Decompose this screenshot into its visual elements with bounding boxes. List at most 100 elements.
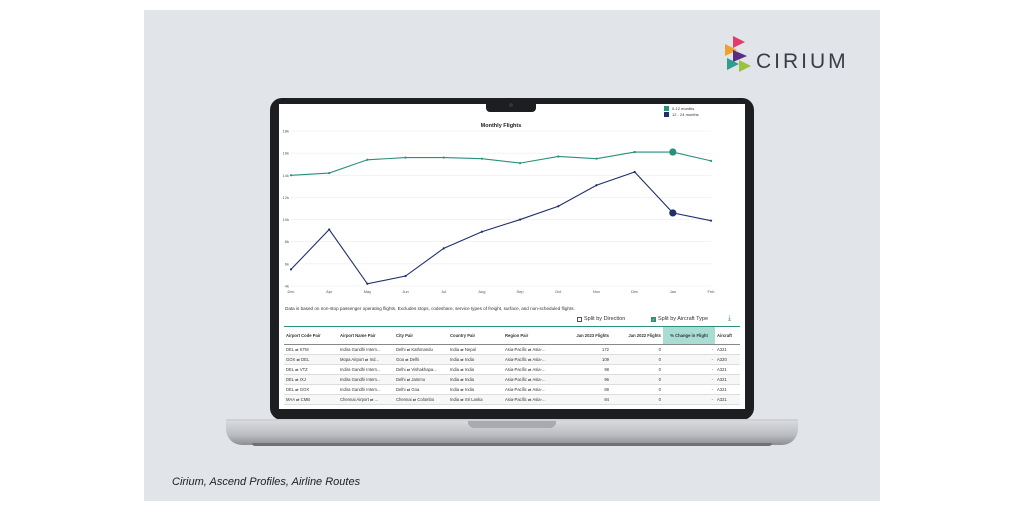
table-cell: Chennai Airport ⇄ ...: [338, 394, 394, 405]
data-point: [709, 159, 713, 162]
y-tick-label: 16k: [283, 151, 289, 156]
data-point: [289, 268, 293, 271]
split-aircraft-checkbox[interactable]: ✓ Split by Aircraft Type: [651, 316, 708, 322]
table-cell: 172: [559, 344, 611, 355]
table-cell: 84: [559, 394, 611, 405]
data-point: [442, 247, 445, 250]
table-cell: Goa ⇄ Delhi: [394, 354, 448, 365]
data-point: [366, 282, 369, 285]
column-header[interactable]: Country Pair: [448, 326, 503, 345]
column-header[interactable]: Region Pair: [503, 326, 559, 345]
y-tick-label: 8k: [285, 239, 289, 244]
x-tick-label: May: [364, 289, 372, 294]
table-cell: A321: [715, 374, 740, 385]
table-row[interactable]: DEL ⇄ IXJ Indira Gandhi Intern... Delhi ⇄ …: [284, 374, 740, 385]
table-cell: A321: [715, 344, 740, 355]
data-point: [404, 156, 407, 159]
data-point: [709, 219, 713, 222]
data-point: [404, 274, 407, 278]
table-cell: -: [663, 374, 715, 385]
table-cell: 98: [559, 364, 611, 375]
checkbox-label: Split by Direction: [584, 316, 626, 322]
table-row[interactable]: MAA ⇄ CMB Chennai Airport ⇄ ... Chennai ⇄ …: [284, 394, 740, 405]
data-point: [328, 171, 331, 175]
table-cell: 0: [611, 354, 663, 365]
y-tick-label: 4k: [285, 284, 289, 289]
x-tick-label: Dec: [287, 289, 294, 294]
x-tick-label: Dec: [631, 289, 638, 294]
legend-item[interactable]: 0-12 months: [664, 105, 699, 111]
table-cell: DEL ⇄ IXJ: [284, 374, 338, 385]
table-cell: DEL ⇄ KTM: [284, 344, 338, 355]
table-row[interactable]: DEL ⇄ GOX Indira Gandhi Intern... Delhi ⇄ …: [284, 384, 740, 395]
table-cell: Delhi ⇄ Kathmandu: [394, 344, 448, 355]
highlight-point: [669, 148, 677, 156]
data-point: [480, 230, 484, 233]
column-header[interactable]: Aircraft: [715, 326, 740, 345]
table-cell: MAA ⇄ CMB: [284, 394, 338, 405]
data-point: [557, 205, 560, 208]
table-cell: Indira Gandhi Intern...: [338, 374, 394, 385]
table-cell: 0: [611, 384, 663, 395]
data-point: [366, 158, 369, 161]
x-tick-label: Aug: [478, 289, 485, 294]
x-tick-label: Feb: [708, 289, 716, 294]
brand-name: CIRIUM: [756, 50, 849, 73]
routes-table: Airport Code Pair Airport Name Pair City…: [284, 326, 740, 405]
table-cell: Asia-Pacific ⇄ Asia-...: [503, 374, 559, 385]
checkbox-label: Split by Aircraft Type: [658, 316, 709, 322]
table-cell: India ⇄ Nepal: [448, 344, 503, 355]
x-tick-label: Nov: [593, 289, 600, 294]
checkbox-box[interactable]: ✓: [651, 316, 656, 322]
table-cell: A321: [715, 394, 740, 405]
table-cell: Delhi ⇄ Jammu: [394, 374, 448, 385]
table-cell: Asia-Pacific ⇄ Asia-...: [503, 394, 559, 405]
table-cell: India ⇄ India: [448, 354, 503, 365]
chart-legend: 0-12 months 12 - 24 months: [664, 105, 699, 117]
table-cell: A321: [715, 364, 740, 375]
table-cell: GOX ⇄ DEL: [284, 354, 338, 365]
table-row[interactable]: GOX ⇄ DEL Mopa Airport ⇄ Ind... Goa ⇄ Delh…: [284, 354, 740, 365]
table-cell: Delhi ⇄ Goa: [394, 384, 448, 395]
checkbox-box[interactable]: [577, 316, 582, 322]
series-line: [290, 151, 712, 176]
series-line: [290, 171, 712, 285]
y-tick-label: 12k: [283, 195, 289, 200]
table-cell: Indira Gandhi Intern...: [338, 344, 394, 355]
table-cell: India ⇄ India: [448, 374, 503, 385]
data-point: [633, 170, 636, 174]
y-tick-label: 18k: [283, 129, 289, 134]
x-tick-label: Apr: [326, 289, 333, 294]
column-header[interactable]: Jan 2023 Flights: [559, 326, 611, 345]
x-tick-label: Oct: [555, 289, 562, 294]
table-cell: -: [663, 394, 715, 405]
table-cell: 0: [611, 374, 663, 385]
legend-swatch: [664, 111, 669, 117]
table-row[interactable]: DEL ⇄ KTM Indira Gandhi Intern... Delhi ⇄ …: [284, 344, 740, 355]
legend-item[interactable]: 12 - 24 months: [664, 111, 699, 117]
table-cell: -: [663, 354, 715, 365]
table-row[interactable]: DEL ⇄ VTZ Indira Gandhi Intern... Delhi ⇄ …: [284, 364, 740, 375]
laptop-foot: [252, 443, 772, 446]
legend-label: 0-12 months: [672, 105, 695, 111]
column-header[interactable]: City Pair: [394, 326, 448, 345]
legend-swatch: [664, 105, 669, 111]
table-cell: 88: [559, 384, 611, 395]
column-header[interactable]: Jan 2022 Flights: [611, 326, 663, 345]
column-header[interactable]: Airport Code Pair: [284, 326, 338, 345]
table-cell: Asia-Pacific ⇄ Asia-...: [503, 344, 559, 355]
table-cell: Asia-Pacific ⇄ Asia-...: [503, 354, 559, 365]
download-icon[interactable]: ⤓: [728, 315, 732, 322]
data-point: [480, 157, 484, 160]
image-caption: Cirium, Ascend Profiles, Airline Routes: [172, 476, 361, 488]
data-point: [595, 184, 598, 187]
laptop-screen: Monthly Flights 4k 6k 8k 10k 12k 14k 16k 18k Dec A…: [279, 104, 745, 409]
data-point: [518, 218, 522, 221]
column-header-selected[interactable]: % Change in Flight: [663, 326, 715, 345]
table-cell: 96: [559, 374, 611, 385]
column-header[interactable]: Airport Name Pair: [338, 326, 394, 345]
table-header-row: Airport Code Pair Airport Name Pair City…: [284, 326, 740, 345]
split-direction-checkbox[interactable]: Split by Direction: [577, 316, 625, 322]
data-point: [557, 155, 560, 158]
laptop-notch-cutout: [468, 421, 556, 428]
